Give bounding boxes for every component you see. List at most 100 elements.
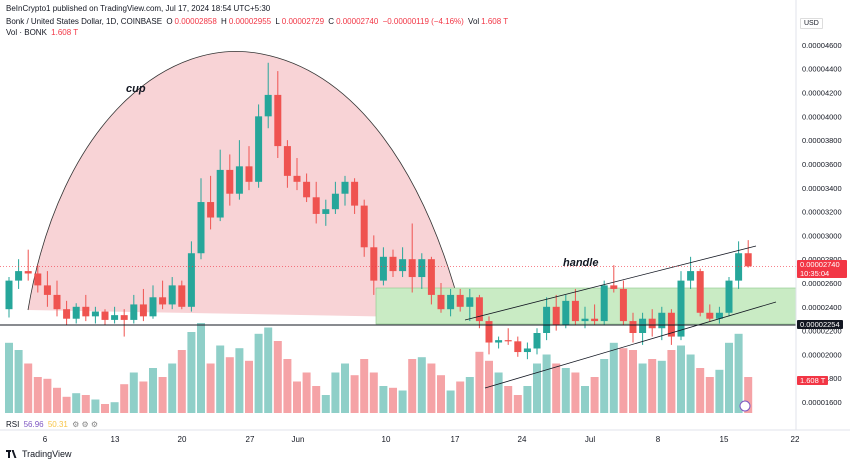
candle-body bbox=[130, 304, 138, 320]
candle-body bbox=[427, 259, 435, 295]
candle-body bbox=[485, 321, 493, 343]
candle-body bbox=[264, 94, 272, 117]
candle-body bbox=[389, 256, 397, 272]
open-label: O bbox=[166, 17, 173, 26]
volume-tag: 1.608 T bbox=[797, 376, 829, 385]
close-label: C bbox=[328, 17, 335, 26]
volume-bar bbox=[552, 363, 561, 413]
candle-body bbox=[571, 300, 579, 322]
price-tick-label: 0.00002400 bbox=[802, 303, 842, 312]
volume-bar bbox=[81, 395, 90, 413]
vol-label: Vol bbox=[468, 17, 480, 26]
price-tick-label: 0.00003000 bbox=[802, 231, 842, 240]
price-tick-label: 0.00004400 bbox=[802, 65, 842, 74]
volume-bar bbox=[715, 369, 724, 413]
volume-bar bbox=[744, 377, 753, 413]
candle-body bbox=[283, 146, 291, 176]
volume-bar bbox=[629, 350, 637, 413]
volume-bar bbox=[53, 387, 61, 413]
volume-legend: Vol · BONK 1.608 T bbox=[6, 27, 80, 38]
candle-body bbox=[111, 315, 119, 320]
vol-line-label[interactable]: Vol · BONK bbox=[6, 28, 47, 37]
candle-body bbox=[24, 271, 32, 274]
volume-bar bbox=[369, 372, 378, 413]
volume-bar bbox=[360, 359, 369, 413]
trendlines-layer: cup handle bbox=[0, 83, 796, 412]
volume-bar bbox=[561, 368, 570, 413]
time-tick-label: 17 bbox=[451, 435, 460, 444]
candle-body bbox=[255, 116, 263, 182]
volume-bar bbox=[619, 348, 628, 413]
candle-body bbox=[63, 309, 71, 319]
volume-bar bbox=[456, 381, 465, 413]
candle-body bbox=[639, 318, 647, 333]
time-tick-label: Jun bbox=[292, 435, 305, 444]
volume-bar bbox=[197, 323, 205, 413]
candle-body bbox=[706, 312, 714, 319]
volume-bar bbox=[293, 381, 301, 413]
vol-value: 1.608 T bbox=[481, 17, 509, 26]
rsi-legend: RSI 56.96 50.31 ⚙ ⚙ ⚙ bbox=[6, 419, 100, 430]
price-tick-label: 0.00003600 bbox=[802, 160, 842, 169]
handle-label: handle bbox=[563, 257, 598, 269]
volume-bar bbox=[129, 372, 138, 413]
rsi-ma-value: 50.31 bbox=[47, 420, 68, 429]
candle-body bbox=[322, 209, 330, 214]
candle-body bbox=[341, 181, 349, 194]
candle-body bbox=[514, 341, 522, 353]
price-tick-label: 0.00002600 bbox=[802, 279, 842, 288]
volume-bar bbox=[302, 372, 311, 413]
candle-body bbox=[53, 294, 61, 310]
last-price-value: 0.00002740 bbox=[800, 260, 840, 269]
candle-body bbox=[168, 285, 176, 305]
rsi-settings-icon[interactable]: ⚙ ⚙ ⚙ bbox=[72, 420, 99, 429]
candle-body bbox=[610, 285, 618, 289]
volume-bar bbox=[43, 378, 52, 413]
candle-body bbox=[187, 253, 195, 307]
candle-body bbox=[5, 280, 13, 310]
candle-body bbox=[437, 294, 445, 310]
close-value: 0.00002740 bbox=[336, 17, 379, 26]
price-tick-label: 0.00001600 bbox=[802, 398, 842, 407]
symbol-title[interactable]: Bonk / United States Dollar, 1D, COINBAS… bbox=[6, 17, 163, 26]
volume-bar bbox=[638, 363, 647, 413]
tradingview-logo[interactable]: TradingView bbox=[6, 449, 72, 459]
candles bbox=[5, 62, 752, 360]
volume-bar bbox=[533, 363, 541, 413]
rsi-label[interactable]: RSI bbox=[6, 420, 20, 429]
candle-body bbox=[216, 169, 224, 218]
candle-body bbox=[658, 312, 666, 329]
price-tick-label: 0.00002000 bbox=[802, 350, 842, 359]
high-value: 0.00002955 bbox=[228, 17, 272, 26]
currency-button[interactable]: USD bbox=[800, 18, 823, 29]
volume-bar bbox=[389, 387, 397, 413]
candle-body bbox=[207, 202, 215, 218]
volume-bar bbox=[139, 381, 148, 413]
volume-bar bbox=[465, 377, 474, 413]
candle-body bbox=[475, 297, 483, 322]
volume-bar bbox=[33, 377, 42, 413]
volume-bar bbox=[245, 360, 253, 413]
volume-bar bbox=[581, 386, 589, 413]
low-value: 0.00002729 bbox=[281, 17, 325, 26]
candle-body bbox=[687, 271, 695, 281]
price-tick-label: 0.00003800 bbox=[802, 136, 842, 145]
brand-text: TradingView bbox=[22, 449, 72, 459]
volume-bar bbox=[504, 386, 513, 413]
volume-bar bbox=[648, 359, 657, 413]
cup-outline bbox=[27, 51, 464, 319]
support-price-tag: 0.00002254 bbox=[797, 320, 843, 329]
volume-bar bbox=[437, 375, 445, 413]
time-tick-label: 20 bbox=[178, 435, 187, 444]
volume-bar bbox=[321, 395, 330, 413]
candle-body bbox=[408, 259, 416, 278]
volume-bar bbox=[446, 390, 455, 413]
volume-bar bbox=[225, 357, 234, 413]
volume-bar bbox=[667, 350, 676, 413]
time-tick-label: 13 bbox=[111, 435, 120, 444]
cup-shape bbox=[28, 51, 463, 318]
publish-info: BeInCrypto1 published on TradingView.com… bbox=[6, 3, 272, 14]
tradingview-icon bbox=[6, 450, 22, 458]
price-tick-label: 0.00004000 bbox=[802, 112, 842, 121]
